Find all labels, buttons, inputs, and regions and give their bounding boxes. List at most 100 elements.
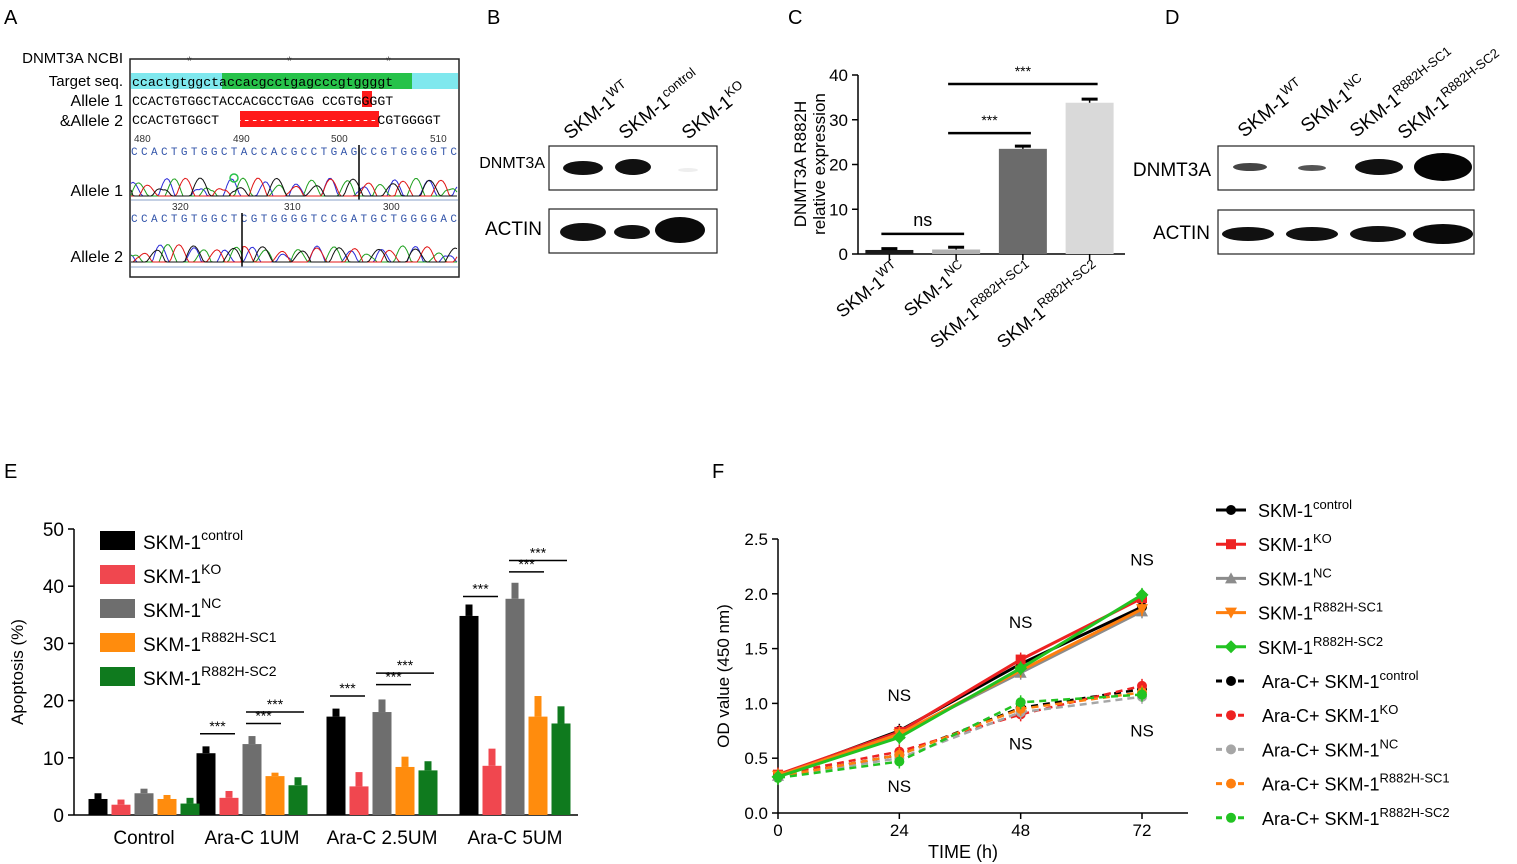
e-error-bar (248, 736, 256, 745)
e-error-bar (271, 772, 279, 777)
band-d-actin-wt (1222, 227, 1274, 241)
band-d-dnmt3a-sc2 (1414, 153, 1472, 181)
trace1-basecalls: CCACTGTGGCTACCACGCCTGAGCCGTGGGGTC (131, 147, 457, 159)
f-point (894, 756, 905, 767)
e-bar (326, 716, 346, 815)
c-y-tick-label: 30 (829, 111, 848, 130)
panel-b-western-blot: SKM-1WT SKM-1control SKM-1KO DNMT3A ACTI… (479, 64, 746, 254)
e-error-bar (424, 761, 432, 771)
svg-text:310: 310 (284, 202, 301, 213)
panel-a-sequencing: DNMT3A NCBI Target seq. Allele 1 &Allele… (22, 50, 460, 278)
f-legend-label: SKM-1control (1258, 497, 1352, 521)
e-y-tick-label: 30 (43, 634, 64, 655)
panel-e-bar-chart: 0 10 20 30 40 50 Apoptosis (%) Control Ara-C 1UM… (8, 520, 578, 849)
c-x-tick-label-base: SKM-1 (926, 303, 982, 353)
f-legend-label-base: SKM-1 (1258, 569, 1313, 589)
e-bar (418, 770, 438, 815)
f-series-line (777, 691, 1143, 779)
e-y-tick-label: 40 (43, 577, 64, 598)
e-error-bar (511, 582, 519, 599)
svg-text:300: 300 (383, 202, 400, 213)
f-point (892, 730, 906, 744)
lane-label-d-wt: SKM-1WT (1232, 74, 1309, 142)
e-legend-swatch (100, 531, 135, 550)
f-y-tick-label: 0.0 (744, 804, 768, 823)
c-bar (1065, 102, 1114, 255)
f-legend-label-sup: R882H-SC1 (1313, 600, 1383, 615)
panel-d-western-blot: SKM-1WT SKM-1NC SKM-1R882H-SC1 SKM-1R882… (1133, 43, 1502, 255)
e-error-bar (117, 799, 125, 805)
e-error-bar (401, 756, 409, 767)
f-legend-marker (1224, 640, 1238, 654)
e-error-bar (225, 790, 233, 798)
e-error-bar (140, 788, 148, 794)
f-y-tick-label: 1.5 (744, 640, 768, 659)
panel-d-lane-labels: SKM-1WT SKM-1NC SKM-1R882H-SC1 SKM-1R882… (1232, 43, 1502, 144)
e-legend-label-sup: control (201, 527, 243, 543)
svg-text:480: 480 (134, 134, 151, 145)
f-legend-label: Ara-C+ SKM-1R882H-SC2 (1262, 805, 1450, 829)
e-legend-label-sup: R882H-SC1 (201, 629, 277, 645)
e-significance-label: *** (397, 657, 414, 673)
e-bar (265, 776, 285, 815)
band-d-dnmt3a-wt (1233, 163, 1267, 171)
f-ns-label: NS (888, 777, 912, 796)
allele2-sequence: CCACTGTGGCT--------------------CGTGGGGT (132, 113, 441, 128)
c-significance-label: *** (981, 112, 998, 128)
c-significance-label: ns (913, 210, 932, 230)
f-legend-label: Ara-C+ SKM-1R882H-SC1 (1262, 771, 1450, 795)
e-bar (551, 723, 571, 815)
f-point (1136, 604, 1148, 616)
panel-label-c: C (788, 7, 802, 29)
svg-text:510: 510 (430, 134, 447, 145)
band-d-actin-nc (1286, 227, 1338, 241)
c-y-tick-label: 20 (829, 156, 848, 175)
trace1-position-ticks: 480 490 500 510 (134, 134, 447, 145)
f-series-line (777, 593, 1143, 779)
e-error-bar (378, 699, 386, 713)
chromatogram-allele-1 (130, 177, 458, 197)
allele1-sequence: CCACTGTGGCTACCACGCCTGAG-CCGTGGGGT (132, 94, 393, 109)
c-x-tick-label-base: SKM-1 (900, 271, 956, 321)
e-bar (180, 803, 200, 815)
e-bar (88, 798, 108, 815)
e-error-bar (534, 696, 542, 717)
f-legend-label: Ara-C+ SKM-1KO (1262, 702, 1398, 726)
panel-label-e: E (4, 461, 17, 483)
f-legend-label-sup: KO (1380, 702, 1399, 717)
f-legend-label-base: SKM-1 (1325, 706, 1380, 726)
e-error-bar (355, 772, 363, 787)
e-legend-swatch (100, 667, 135, 686)
sequence-frame (129, 58, 460, 278)
e-error-bar (488, 748, 496, 766)
chromatogram-channel-3 (130, 177, 457, 197)
row-label-d-actin: ACTIN (1153, 223, 1210, 244)
e-bar (111, 804, 131, 815)
f-legend-label-prefix: Ara-C+ (1262, 740, 1325, 760)
f-legend-label: SKM-1KO (1258, 531, 1332, 555)
band-d-actin-sc1 (1350, 226, 1406, 242)
e-legend-swatch (100, 633, 135, 652)
f-series-line (777, 693, 1143, 780)
e-bar (395, 766, 415, 815)
c-bar (998, 148, 1047, 254)
c-x-tick-label-sup: R882H-SC2 (1034, 256, 1098, 311)
f-legend-label-base: SKM-1 (1325, 740, 1380, 760)
e-error-bar (332, 708, 340, 717)
e-bar (219, 797, 239, 815)
f-legend-label-sup: control (1313, 497, 1352, 512)
e-legend-label: SKM-1KO (143, 561, 221, 588)
chromatogram-channel-3 (131, 245, 458, 263)
ncbi-stars: * * * (187, 54, 391, 68)
c-y-tick-label: 0 (839, 245, 848, 264)
e-legend-label-sup: R882H-SC2 (201, 663, 277, 679)
f-x-tick-label: 24 (890, 821, 909, 840)
e-bar (242, 744, 262, 815)
e-y-axis-label: Apoptosis (%) (8, 619, 27, 725)
c-y-axis-label-line1: DNMT3A R882H (791, 101, 810, 228)
e-legend-swatch (100, 565, 135, 584)
f-legend-marker (1226, 778, 1236, 789)
e-x-tick-label: Ara-C 5UM (467, 828, 562, 849)
f-point (1137, 689, 1147, 700)
